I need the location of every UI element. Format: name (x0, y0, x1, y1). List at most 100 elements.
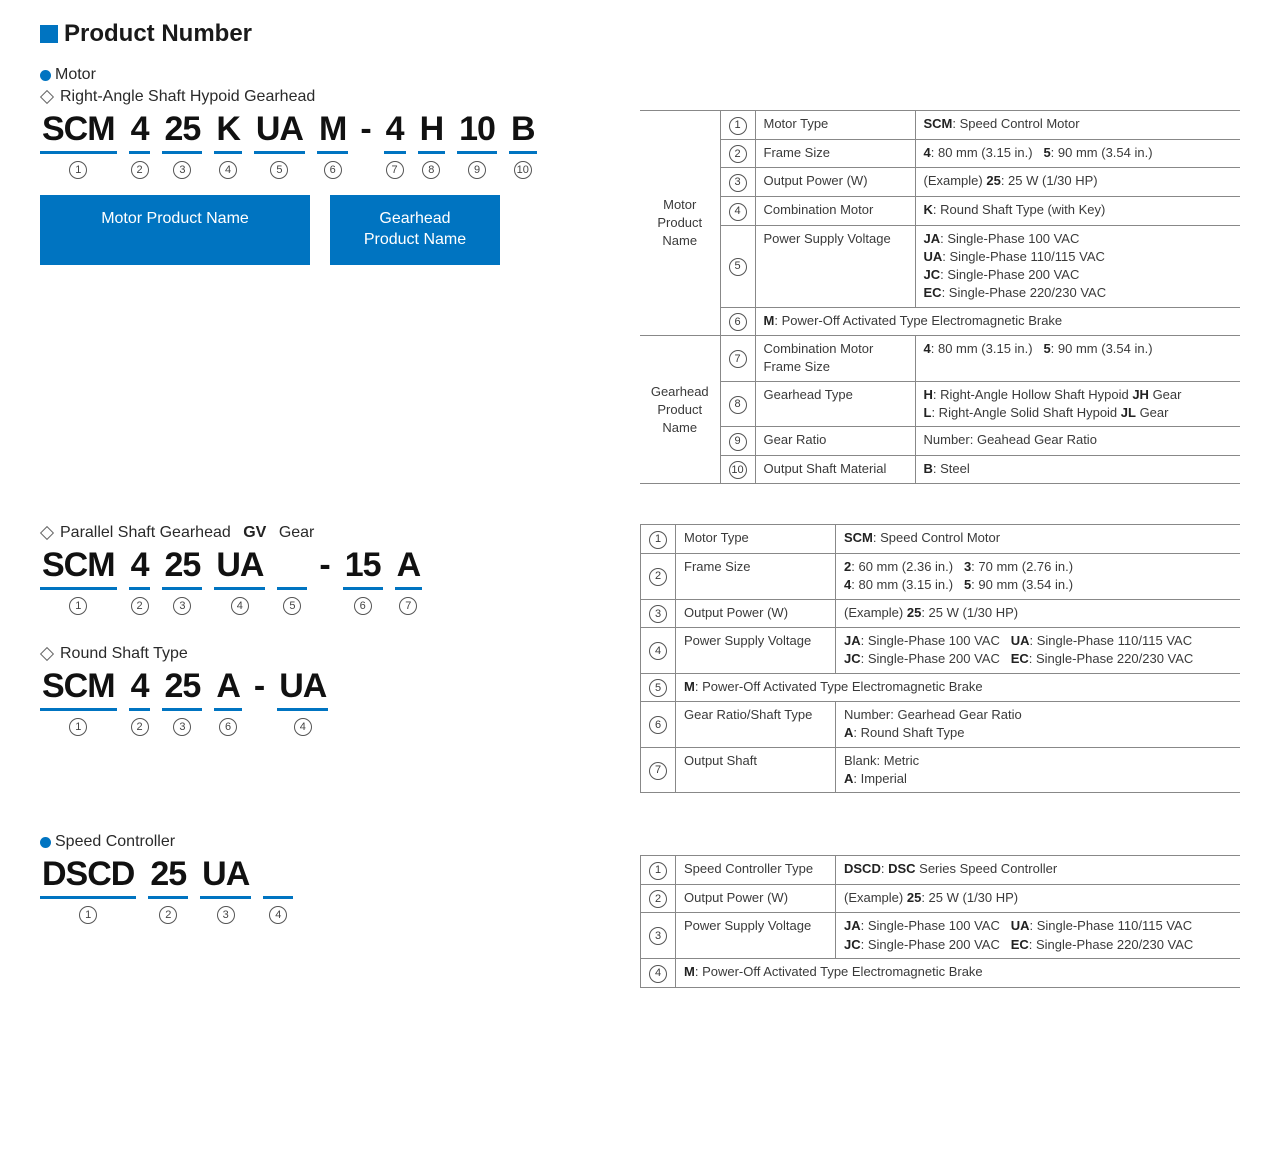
hypoid-heading-text: Right-Angle Shaft Hypoid Gearhead (60, 88, 315, 106)
code-segment-num: 1 (69, 596, 87, 615)
t1-group-gear: GearheadProductName (640, 336, 720, 484)
code-segment-num: 1 (79, 905, 97, 924)
code-segment: DSCD 1 (40, 855, 136, 924)
motor-name-box: Motor Product Name (40, 195, 310, 265)
parallel-block: Parallel Shaft Gearhead GV Gear SCM14225… (40, 524, 1240, 793)
diamond-icon (40, 647, 54, 661)
code-segment: 47 (384, 110, 406, 179)
hypoid-heading: Right-Angle Shaft Hypoid Gearhead (40, 88, 1240, 106)
code-segment: UA 4 (214, 546, 265, 615)
code-segment-text: M (317, 110, 348, 154)
motor-heading-text: Motor (55, 66, 96, 84)
code-segment-text: UA (214, 546, 265, 590)
diamond-icon (40, 90, 54, 104)
code-segment-num: 7 (386, 160, 404, 179)
code-segment-text: 25 (162, 667, 202, 711)
t1-group-motor: MotorProductName (640, 111, 720, 336)
code-segment-num: 6 (354, 596, 372, 615)
code-segment: SCM 1 (40, 667, 117, 736)
code-segment: UA 5 (254, 110, 305, 179)
code-segment: 156 (343, 546, 383, 615)
code-segment-num: 7 (399, 596, 417, 615)
code-segment-num: 4 (294, 717, 312, 736)
parallel-heading: Parallel Shaft Gearhead GV Gear (40, 524, 600, 542)
motor-heading: Motor (40, 66, 1240, 84)
speed-left: DSCD 1 25 2 UA 3 4 (40, 855, 600, 924)
code2-line: SCM142253UA4 5-156A7 (40, 546, 600, 615)
code-segment: 109 (457, 110, 497, 179)
code-segment-text: 25 (162, 546, 202, 590)
bullet-icon (40, 70, 51, 81)
code-segment: UA 3 (200, 855, 251, 924)
code-segment-text: 10 (457, 110, 497, 154)
code-segment-text: 4 (129, 546, 151, 590)
name-boxes: Motor Product Name GearheadProduct Name (40, 195, 600, 265)
code-segment-num: 5 (270, 160, 288, 179)
gearhead-name-box: GearheadProduct Name (330, 195, 500, 265)
code-segment-text: 15 (343, 546, 383, 590)
code1-line: SCM142253K4UA5M6-47H8109B10 (40, 110, 600, 179)
code4-line: DSCD 1 25 2 UA 3 4 (40, 855, 600, 924)
code-segment-num: 6 (324, 160, 342, 179)
code-segment-num: 2 (131, 160, 149, 179)
code-segment-num: 10 (514, 160, 532, 179)
code-segment-num: 1 (69, 160, 87, 179)
code-segment: SCM 1 (40, 546, 117, 615)
hypoid-block: SCM142253K4UA5M6-47H8109B10 Motor Produc… (40, 110, 1240, 484)
code-segment-text: 4 (129, 110, 151, 154)
code-segment-num: 3 (173, 717, 191, 736)
speed-right: 1Speed Controller TypeDSCD: DSC Series S… (640, 855, 1240, 987)
code-segment-num: 1 (69, 717, 87, 736)
code-segment-num: 2 (159, 905, 177, 924)
code-segment-text: UA (200, 855, 251, 899)
title-text: Product Number (64, 20, 252, 48)
table1: MotorProductName 1 Motor Type SCM: Speed… (640, 110, 1240, 484)
code-segment-text: SCM (40, 110, 117, 154)
code-segment: M6 (317, 110, 348, 179)
hypoid-right: MotorProductName 1 Motor Type SCM: Speed… (640, 110, 1240, 484)
code-segment-num: 3 (173, 160, 191, 179)
table2: 1Motor TypeSCM: Speed Control Motor 2Fra… (640, 524, 1240, 793)
t1-r1-n: 1 (720, 111, 755, 140)
bullet-icon (40, 837, 51, 848)
code-segment-text: UA (277, 667, 328, 711)
code-segment-num: 3 (217, 905, 235, 924)
code3-line: SCM142253A6-UA4 (40, 667, 600, 736)
code-segment-text: 25 (162, 110, 202, 154)
code-dash: - (360, 110, 371, 149)
code-segment: A6 (214, 667, 242, 736)
code-segment-text: 4 (384, 110, 406, 154)
code-segment-num: 6 (219, 717, 237, 736)
code-segment-num: 2 (131, 596, 149, 615)
code-segment: 42 (129, 546, 151, 615)
code-segment: 253 (162, 546, 202, 615)
code-segment: K4 (214, 110, 242, 179)
code-dash: - (254, 667, 265, 706)
code-segment-text: DSCD (40, 855, 136, 899)
parallel-right: 1Motor TypeSCM: Speed Control Motor 2Fra… (640, 524, 1240, 793)
code-segment-num: 5 (283, 596, 301, 615)
code-dash: - (319, 546, 330, 585)
code-segment-text: 4 (129, 667, 151, 711)
code-segment-text (277, 546, 307, 590)
code-segment: 4 (263, 855, 293, 924)
code-segment-text: UA (254, 110, 305, 154)
code-segment: B10 (509, 110, 537, 179)
code-segment: H8 (418, 110, 446, 179)
code-segment: 42 (129, 667, 151, 736)
code-segment-num: 4 (231, 596, 249, 615)
code-segment-text: 25 (148, 855, 188, 899)
code-segment: UA 4 (277, 667, 328, 736)
code-segment-text: SCM (40, 546, 117, 590)
code-segment-text: SCM (40, 667, 117, 711)
code-segment-text: A (214, 667, 242, 711)
round-heading: Round Shaft Type (40, 645, 600, 663)
table3: 1Speed Controller TypeDSCD: DSC Series S… (640, 855, 1240, 987)
speed-heading: Speed Controller (40, 833, 1240, 851)
code-segment-num: 4 (269, 905, 287, 924)
speed-block: DSCD 1 25 2 UA 3 4 1Speed Controller TypeDSCD… (40, 855, 1240, 987)
code-segment: 253 (162, 667, 202, 736)
hypoid-left: SCM142253K4UA5M6-47H8109B10 Motor Produc… (40, 110, 600, 265)
code-segment: 253 (162, 110, 202, 179)
code-segment: SCM 1 (40, 110, 117, 179)
